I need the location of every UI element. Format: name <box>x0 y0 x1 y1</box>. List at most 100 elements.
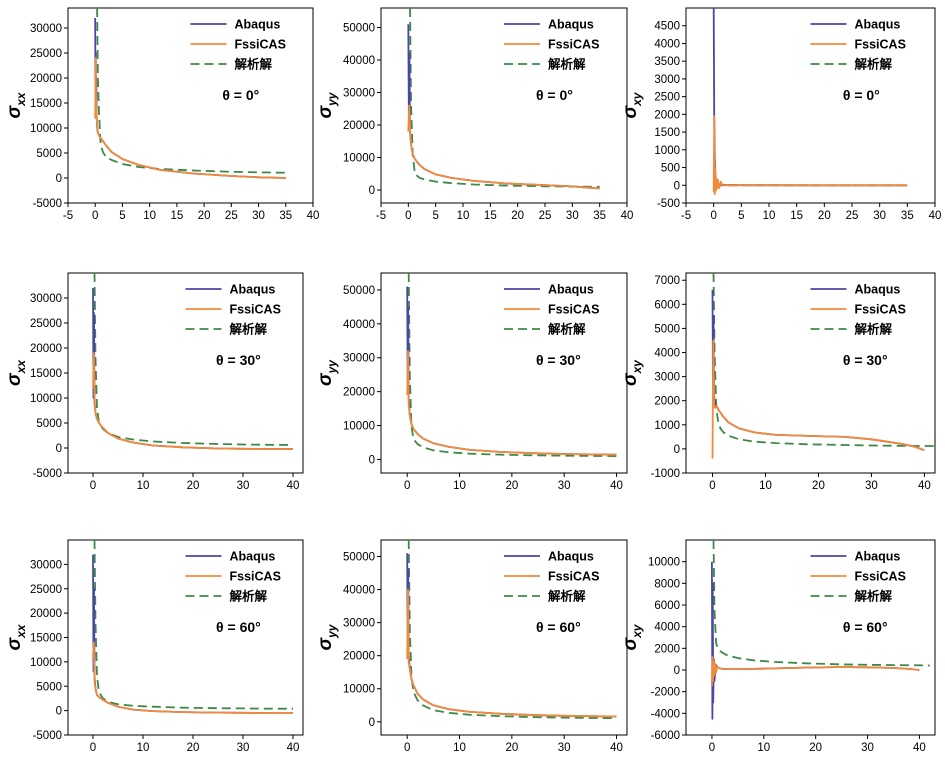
theta-annotation: θ = 30° <box>536 352 581 368</box>
y-tick-label: 1000 <box>654 420 680 432</box>
panel-3: -5 0 5 10 15 20 25 30 35 40 -500 0 500 1000 1500 2000 25… <box>620 7 941 222</box>
series-line-analytical <box>96 8 286 174</box>
y-axis-label: σxx <box>4 359 28 386</box>
series-group <box>92 540 293 714</box>
y-tick-label: -5000 <box>33 730 62 742</box>
x-tick-label: 5 <box>738 210 744 222</box>
x-tick-label: 0 <box>405 210 411 222</box>
y-tick-label: -6000 <box>651 730 680 742</box>
legend-label-analytical: 解析解 <box>230 589 268 604</box>
y-axis-label: σyy <box>315 623 339 650</box>
theta-annotation: θ = 30° <box>843 352 888 368</box>
x-tick-label: 30 <box>237 742 250 754</box>
legend-label-analytical: 解析解 <box>855 322 893 337</box>
y-tick-label: 50000 <box>343 23 375 35</box>
y-tick-label: 7000 <box>654 275 680 287</box>
series-line-analytical <box>407 273 617 457</box>
x-tick-label: 35 <box>901 210 914 222</box>
x-tick-label: 20 <box>187 742 200 754</box>
y-tick-label: 50000 <box>343 552 375 564</box>
y-tick-label: 40000 <box>343 585 375 597</box>
plot-frame <box>380 272 628 474</box>
legend-label-abaqus: Abaqus <box>855 18 901 32</box>
plot-frame <box>685 539 936 736</box>
legend-label-fssicas: FssiCAS <box>235 38 286 52</box>
x-tick-label: 30 <box>558 742 571 754</box>
series-line-fssicas <box>92 641 293 714</box>
x-tick-label: 25 <box>846 210 859 222</box>
y-tick-label: 5000 <box>36 681 62 693</box>
series-group <box>406 540 617 719</box>
y-tick-label: 25000 <box>30 318 62 330</box>
x-tick-label: 10 <box>757 742 770 754</box>
x-tick-label: 40 <box>913 742 926 754</box>
y-tick-label: 10000 <box>30 123 62 135</box>
y-tick-label: 30000 <box>30 293 62 305</box>
x-tick-label: 0 <box>90 480 96 492</box>
series-group <box>407 8 600 190</box>
plot-frame <box>67 7 314 204</box>
legend-label-abaqus: Abaqus <box>230 550 276 564</box>
y-tick-label: 6000 <box>654 299 680 311</box>
x-tick-label: 30 <box>237 480 250 492</box>
y-tick-label: -2000 <box>651 687 680 699</box>
legend-label-abaqus: Abaqus <box>548 18 594 32</box>
x-tick-label: 40 <box>918 480 931 492</box>
y-tick-label: 0 <box>56 443 62 455</box>
x-tick-label: -5 <box>681 210 691 222</box>
y-tick-label: 10000 <box>343 684 375 696</box>
y-tick-label: 30000 <box>30 23 62 35</box>
y-tick-label: 2000 <box>654 643 680 655</box>
y-tick-label: 2500 <box>654 92 680 104</box>
y-tick-label: 0 <box>369 717 375 729</box>
y-tick-label: 20000 <box>343 120 375 132</box>
series-group <box>406 273 617 457</box>
y-tick-label: 30000 <box>343 618 375 630</box>
y-tick-label: 2000 <box>654 109 680 121</box>
y-tick-label: 3000 <box>654 372 680 384</box>
theta-annotation: θ = 0° <box>536 87 573 103</box>
y-tick-label: 15000 <box>30 98 62 110</box>
x-tick-label: 0 <box>92 210 98 222</box>
x-tick-label: 20 <box>812 480 825 492</box>
y-tick-label: -500 <box>657 198 680 210</box>
y-tick-label: 15000 <box>30 368 62 380</box>
x-tick-label: 10 <box>763 210 776 222</box>
x-tick-label: 0 <box>709 480 715 492</box>
x-tick-label: 35 <box>279 210 292 222</box>
x-tick-label: 10 <box>143 210 156 222</box>
x-tick-label: 10 <box>137 742 150 754</box>
y-axis-label: σyy <box>315 91 339 118</box>
legend-label-analytical: 解析解 <box>855 57 893 72</box>
y-tick-label: 4000 <box>654 348 680 360</box>
series-line-analytical <box>93 273 294 446</box>
y-tick-label: 3500 <box>654 56 680 68</box>
y-tick-label: 4000 <box>654 622 680 634</box>
panel-9: 0 10 20 30 40 -6000 -4000 -2000 0 2000 4000 6000 800… <box>620 539 936 754</box>
series-group <box>712 8 908 195</box>
x-tick-label: 20 <box>809 742 822 754</box>
x-tick-label: 5 <box>119 210 125 222</box>
y-tick-label: -5000 <box>33 198 62 210</box>
x-tick-label: 10 <box>453 742 466 754</box>
y-tick-label: 0 <box>369 454 375 466</box>
panel-4: 0 10 20 30 40 -5000 0 5000 10000 15000 20000 25000 3… <box>4 272 304 492</box>
y-tick-label: 10000 <box>343 153 375 165</box>
series-line-analytical <box>712 540 930 667</box>
legend-label-fssicas: FssiCAS <box>230 303 281 317</box>
y-tick-label: 5000 <box>36 418 62 430</box>
y-axis-label: σxx <box>4 91 28 118</box>
y-tick-label: 30000 <box>343 353 375 365</box>
theta-annotation: θ = 0° <box>222 87 259 103</box>
y-tick-label: 20000 <box>343 387 375 399</box>
panel-7: 0 10 20 30 40 -5000 0 5000 10000 15000 20000 25000 3… <box>4 539 304 754</box>
panel-1: -5 0 5 10 15 20 25 30 35 40 -5000 0 5000 10000 15000 20… <box>4 7 319 222</box>
legend-label-fssicas: FssiCAS <box>548 570 599 584</box>
legend-label-fssicas: FssiCAS <box>548 38 599 52</box>
theta-annotation: θ = 60° <box>843 619 888 635</box>
legend-label-analytical: 解析解 <box>235 57 273 72</box>
series-line-fssicas <box>406 588 617 718</box>
x-tick-label: 40 <box>610 480 623 492</box>
y-tick-label: 4500 <box>654 21 680 33</box>
